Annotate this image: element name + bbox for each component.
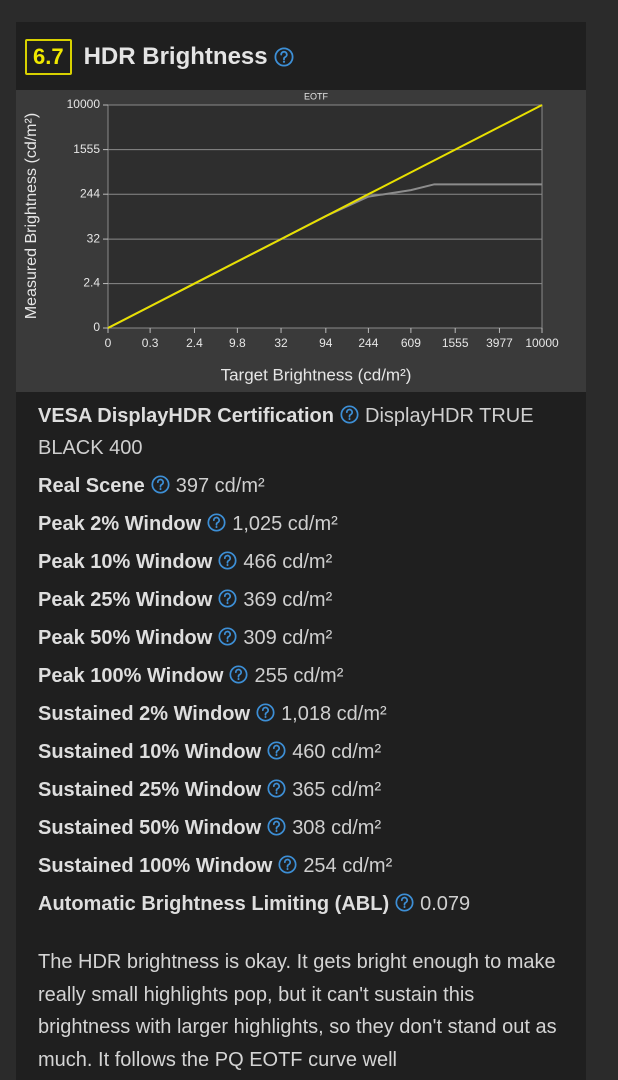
spec-row: Peak 25% Window 369 cd/m² [38, 584, 568, 616]
spec-row: Sustained 2% Window 1,018 cd/m² [38, 698, 568, 730]
spec-value: 466 cd/m² [243, 551, 333, 573]
spec-row: Peak 100% Window 255 cd/m² [38, 660, 568, 692]
spec-label: Sustained 2% Window [38, 703, 251, 725]
spec-row: Sustained 100% Window 254 cd/m² [38, 850, 568, 882]
spec-label: Peak 25% Window [38, 589, 213, 611]
spec-value: 309 cd/m² [243, 627, 333, 649]
spec-row: Sustained 25% Window 365 cd/m² [38, 774, 568, 806]
spec-row: Peak 10% Window 466 cd/m² [38, 546, 568, 578]
spec-row: Peak 2% Window 1,025 cd/m² [38, 508, 568, 540]
help-icon[interactable] [218, 551, 237, 570]
spec-value: 369 cd/m² [243, 589, 333, 611]
help-icon[interactable] [218, 589, 237, 608]
help-icon[interactable] [218, 627, 237, 646]
spec-row: Automatic Brightness Limiting (ABL) 0.079 [38, 888, 568, 920]
y-tick-label: 1555 [73, 142, 100, 156]
x-axis-label: Target Brightness (cd/m²) [221, 365, 412, 384]
chart: EOTF Target Brightness (cd/m²) Measured … [16, 90, 586, 392]
help-icon[interactable] [229, 665, 248, 684]
spec-value: 365 cd/m² [292, 779, 382, 801]
x-tick-label: 10000 [525, 336, 559, 350]
spec-label: Sustained 10% Window [38, 741, 262, 763]
spec-row: Real Scene 397 cd/m² [38, 470, 568, 502]
spec-value: 397 cd/m² [175, 475, 265, 497]
spec-label: Automatic Brightness Limiting (ABL) [38, 893, 390, 915]
help-icon[interactable] [256, 703, 275, 722]
x-tick-label: 0 [105, 336, 112, 350]
help-icon[interactable] [267, 817, 286, 836]
help-icon[interactable] [395, 893, 414, 912]
review-card: 6.7 HDR Brightness EOTF Target Brightnes… [16, 22, 586, 1080]
x-tick-label: 3977 [486, 336, 513, 350]
section-header: 6.7 HDR Brightness [25, 37, 294, 77]
help-icon[interactable] [267, 741, 286, 760]
y-tick-label: 32 [87, 231, 101, 245]
spec-label: Real Scene [38, 475, 145, 497]
help-icon[interactable] [340, 405, 359, 424]
chart-title: EOTF [304, 91, 329, 101]
x-tick-label: 1555 [442, 336, 469, 350]
y-axis-label: Measured Brightness (cd/m²) [23, 113, 40, 319]
spec-row: VESA DisplayHDR Certification DisplayHDR … [38, 400, 568, 464]
x-tick-label: 244 [358, 336, 378, 350]
spec-label: Peak 50% Window [38, 627, 213, 649]
spec-label: Sustained 100% Window [38, 855, 273, 877]
help-icon[interactable] [274, 47, 294, 67]
y-tick-label: 2.4 [83, 276, 100, 290]
help-icon[interactable] [151, 475, 170, 494]
score: 6.7 [25, 39, 72, 75]
description: The HDR brightness is okay. It gets brig… [38, 951, 557, 1071]
y-tick-label: 244 [80, 186, 100, 200]
help-icon[interactable] [207, 513, 226, 532]
help-icon[interactable] [278, 855, 297, 874]
x-tick-label: 609 [401, 336, 421, 350]
spec-value: 0.079 [420, 893, 471, 915]
spec-list: VESA DisplayHDR Certification DisplayHDR … [38, 400, 568, 926]
help-icon[interactable] [267, 779, 286, 798]
x-tick-label: 2.4 [186, 336, 203, 350]
spec-value: 1,018 cd/m² [281, 703, 387, 725]
spec-value: 460 cd/m² [292, 741, 382, 763]
spec-label: VESA DisplayHDR Certification [38, 405, 334, 427]
spec-value: 255 cd/m² [254, 665, 344, 687]
spec-value: 1,025 cd/m² [232, 513, 338, 535]
y-tick-label: 0 [93, 320, 100, 334]
spec-row: Sustained 10% Window 460 cd/m² [38, 736, 568, 768]
spec-value: 254 cd/m² [303, 855, 393, 877]
series-line [107, 104, 543, 329]
x-tick-label: 32 [274, 336, 288, 350]
y-tick-label: 10000 [67, 97, 101, 111]
x-tick-label: 9.8 [229, 336, 246, 350]
spec-row: Peak 50% Window 309 cd/m² [38, 622, 568, 654]
x-tick-label: 94 [319, 336, 333, 350]
spec-label: Sustained 25% Window [38, 779, 262, 801]
spec-label: Sustained 50% Window [38, 817, 262, 839]
spec-label: Peak 100% Window [38, 665, 224, 687]
spec-row: Sustained 50% Window 308 cd/m² [38, 812, 568, 844]
x-tick-label: 0.3 [142, 336, 159, 350]
spec-value: 308 cd/m² [292, 817, 382, 839]
spec-label: Peak 10% Window [38, 551, 213, 573]
spec-label: Peak 2% Window [38, 513, 202, 535]
section-title: HDR Brightness [83, 43, 268, 70]
spec-value: DisplayHDR TRUE BLACK 400 [38, 405, 534, 459]
